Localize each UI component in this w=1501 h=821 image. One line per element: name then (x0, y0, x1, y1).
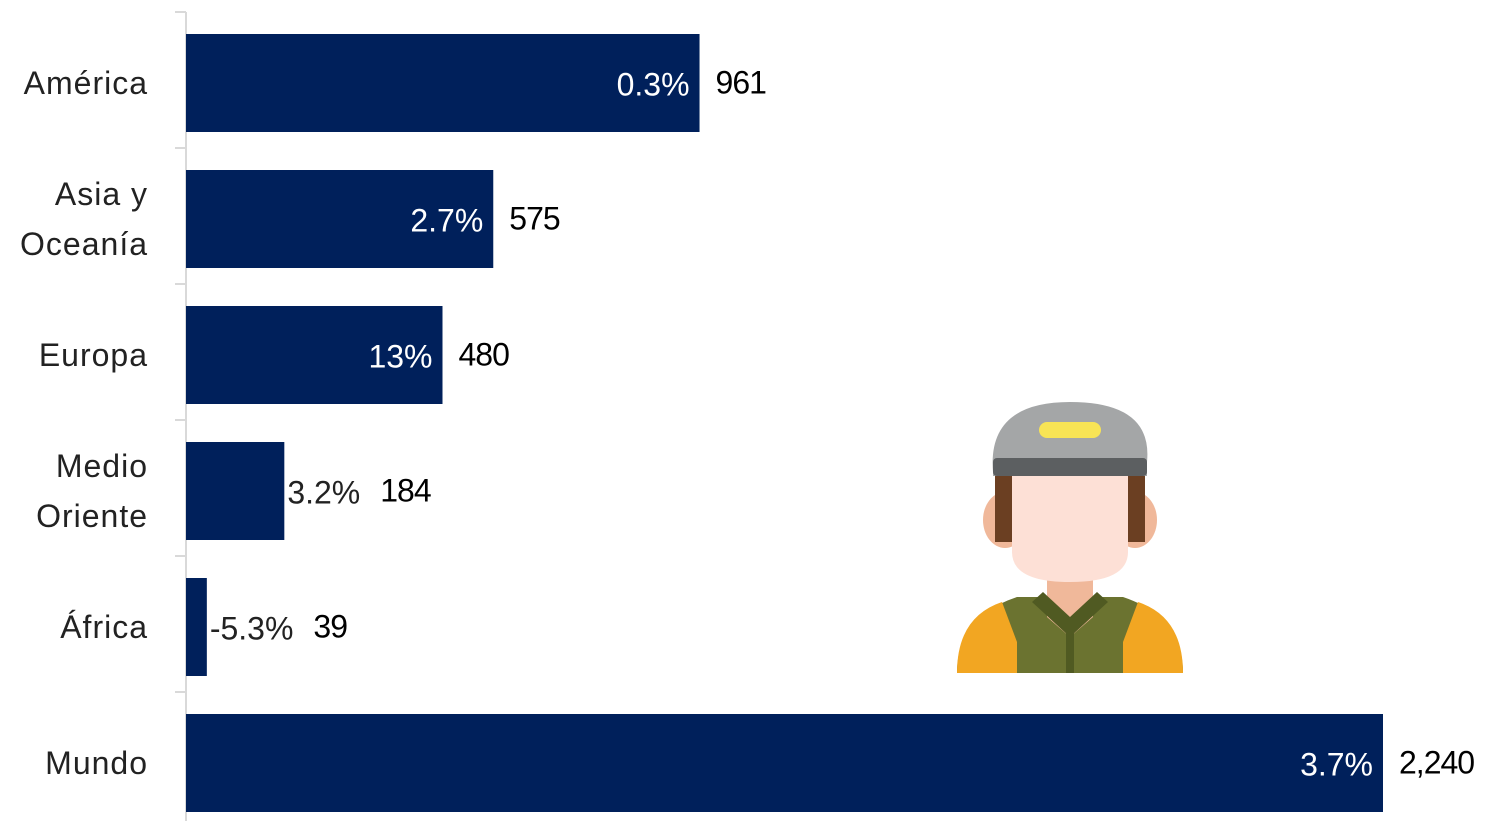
category-label: Europa (38, 337, 148, 373)
value-label: 480 (459, 336, 510, 372)
category-label: América (23, 65, 148, 101)
growth-label: 2.7% (410, 202, 483, 238)
category-label: Mundo (45, 745, 148, 781)
category-label: África (60, 609, 148, 645)
category-label: Medio Oriente (36, 448, 148, 534)
bar (186, 34, 700, 132)
category-label: Asia y Oceanía (20, 176, 148, 262)
value-label: 575 (509, 200, 560, 236)
soldier-icon (957, 402, 1183, 673)
growth-label: 0.3% (617, 66, 690, 102)
value-label: 961 (716, 64, 767, 100)
growth-label: 3.2% (287, 474, 360, 510)
growth-label: 13% (368, 338, 432, 374)
growth-label: -5.3% (210, 610, 294, 646)
growth-label: 3.7% (1300, 746, 1373, 782)
bar (186, 170, 494, 268)
bar (186, 306, 443, 404)
value-label: 2,240 (1399, 744, 1474, 780)
value-label: 39 (313, 608, 347, 644)
bar (186, 442, 285, 540)
bar (186, 714, 1383, 812)
value-label: 184 (380, 472, 431, 508)
bar (186, 578, 207, 676)
